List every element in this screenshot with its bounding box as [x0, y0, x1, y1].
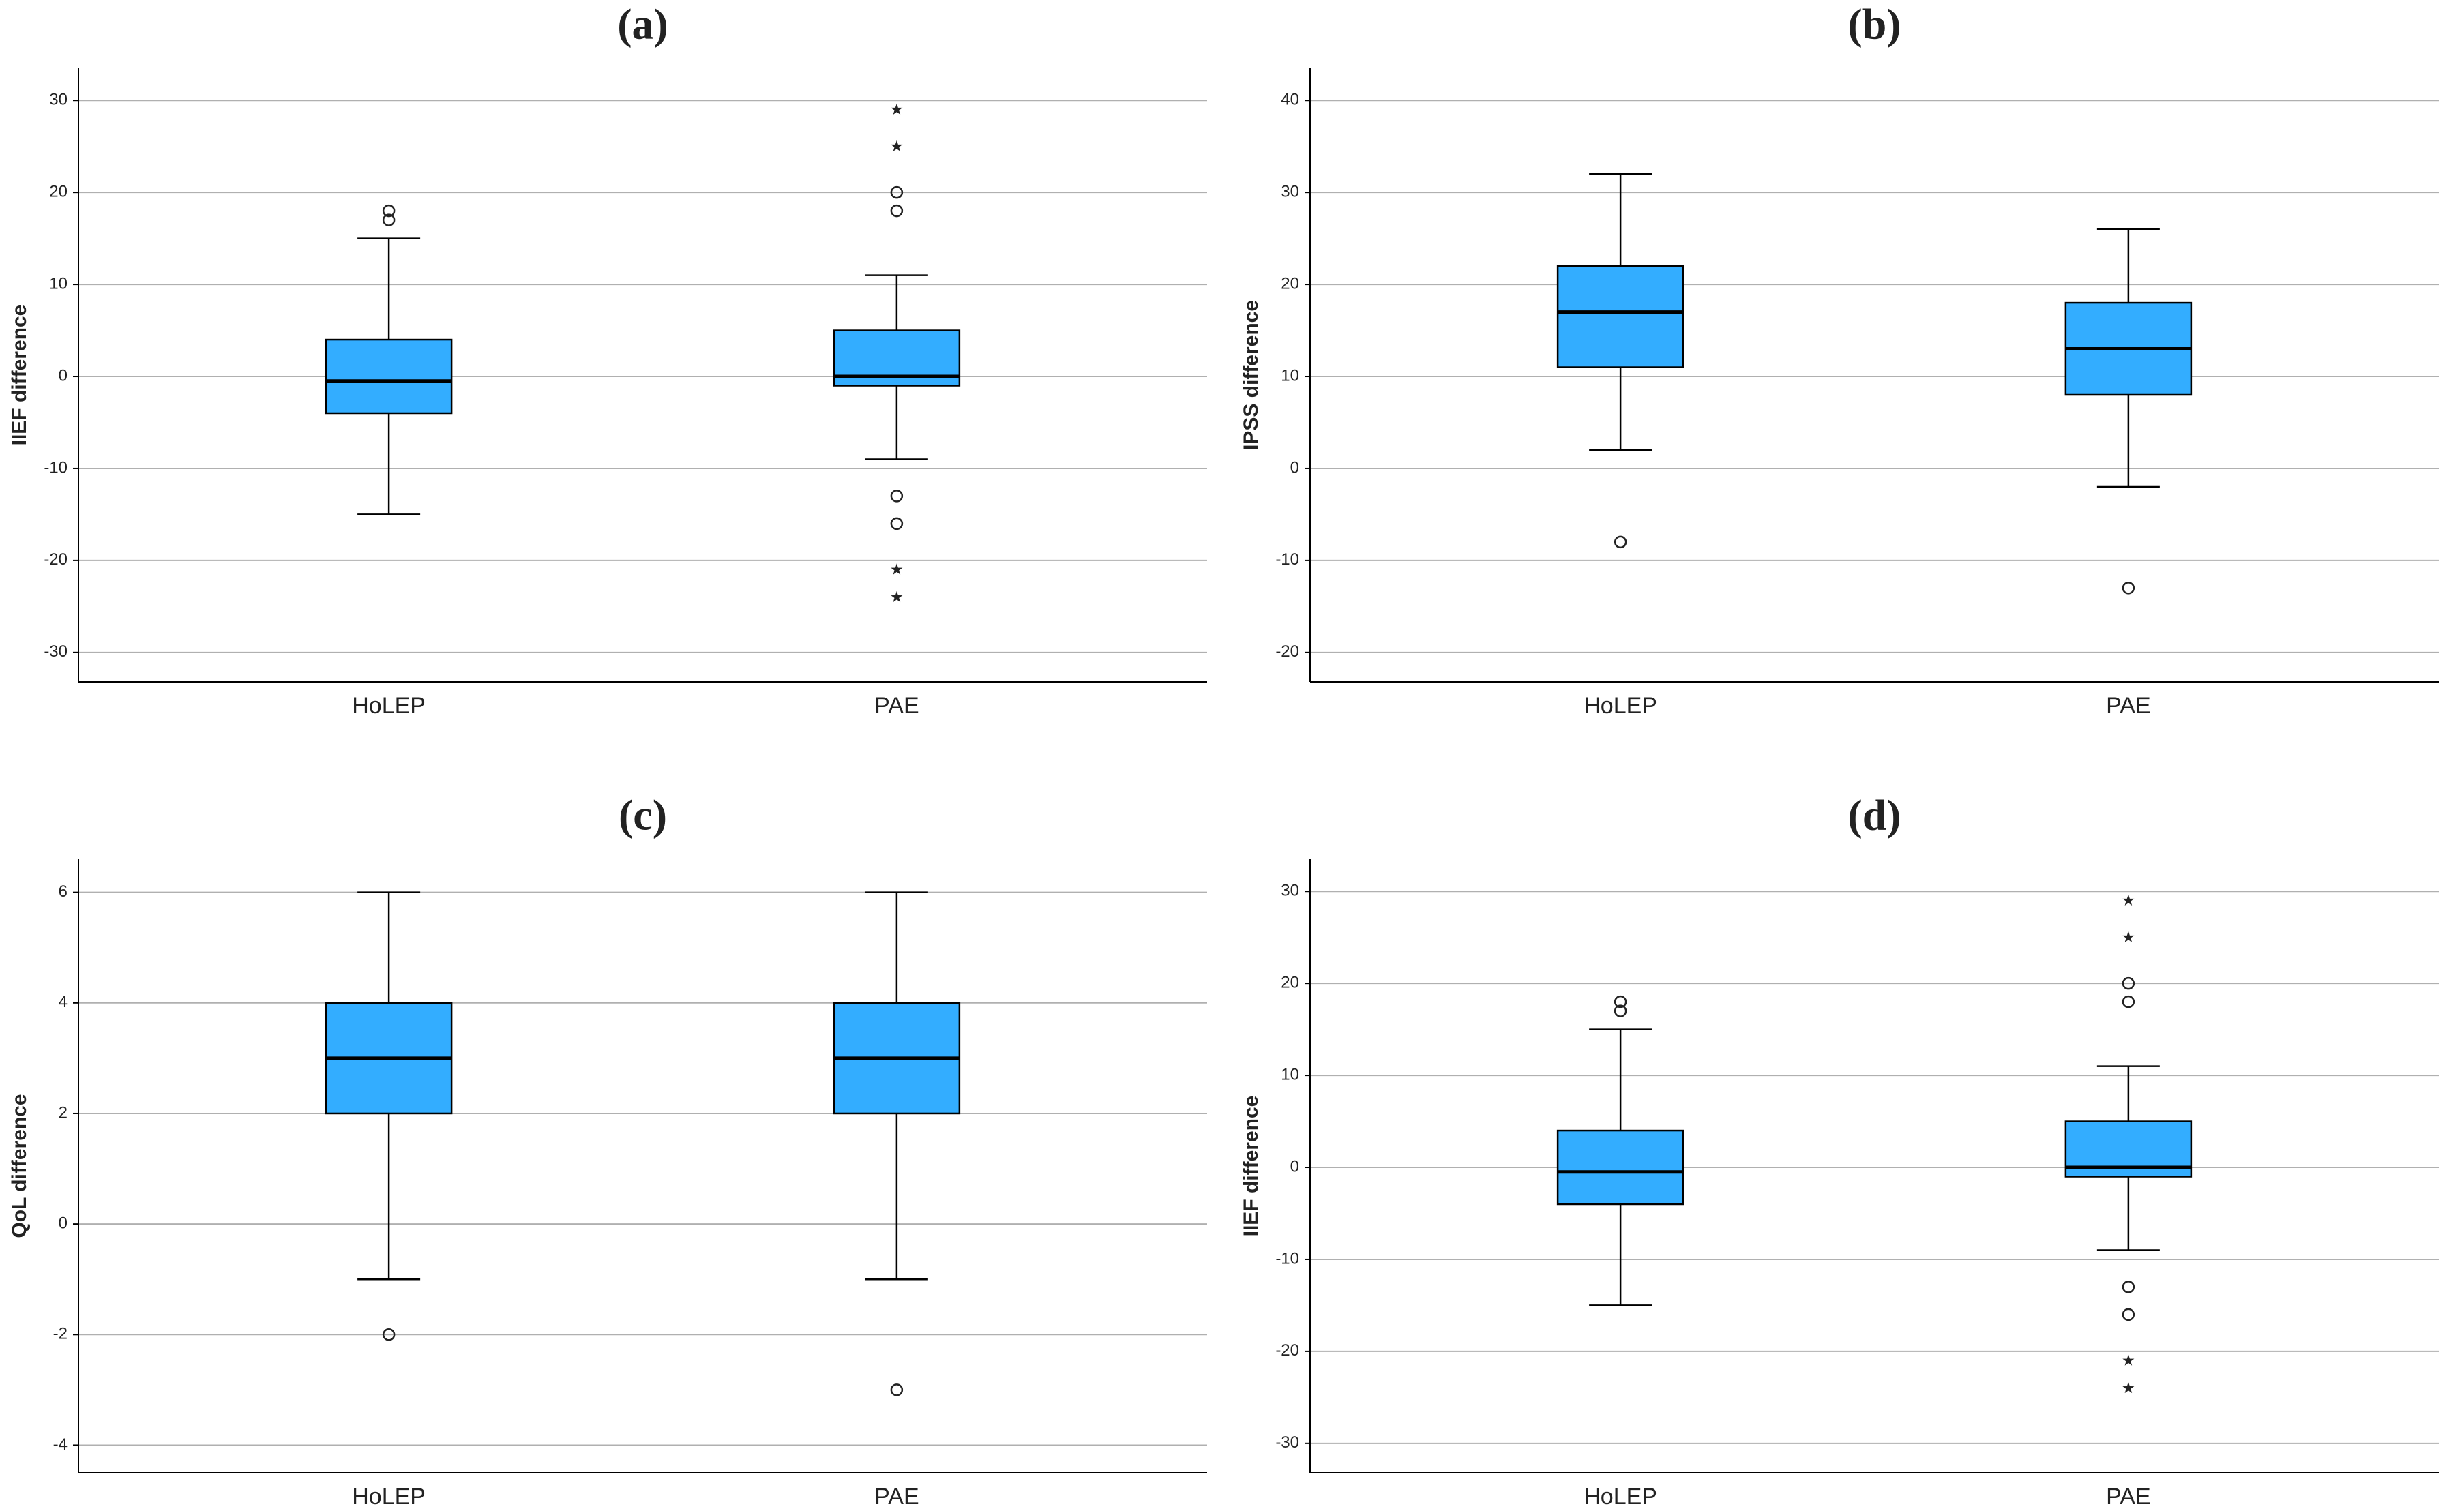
extreme-outlier [891, 563, 903, 575]
y-tick-label: 10 [1281, 366, 1299, 385]
y-tick-label: 30 [1281, 882, 1299, 900]
y-tick-label: -10 [1275, 550, 1299, 569]
outlier [382, 1328, 396, 1341]
y-tick-label: 10 [49, 274, 68, 293]
y-axis-label: QoL difference [8, 1094, 31, 1238]
outlier [1614, 535, 1627, 549]
extreme-outlier [891, 140, 903, 151]
outlier [890, 1383, 904, 1396]
y-tick-label: 0 [1290, 1157, 1299, 1176]
y-axis-label: IIEF difference [1240, 1096, 1262, 1237]
panel-title: (d) [1847, 791, 1901, 839]
outlier [1614, 995, 1627, 1008]
x-tick-label: PAE [874, 1484, 919, 1510]
outlier [382, 213, 396, 226]
y-tick-label: 4 [59, 993, 68, 1011]
y-tick-label: 20 [1281, 274, 1299, 293]
x-tick-label: HoLEP [1584, 693, 1657, 719]
outlier [890, 185, 904, 199]
panel-title: (b) [1847, 0, 1901, 48]
extreme-outlier [2122, 894, 2135, 906]
y-tick-label: -2 [53, 1325, 68, 1343]
outlier [382, 204, 396, 218]
y-tick-label: 40 [1281, 91, 1299, 109]
y-tick-label: 20 [1281, 974, 1299, 992]
outlier [2122, 1281, 2135, 1293]
y-tick-label: 30 [1281, 183, 1299, 201]
y-tick-label: -30 [1275, 1433, 1299, 1452]
box [325, 338, 453, 415]
x-tick-label: PAE [874, 693, 919, 719]
panel-title: (c) [619, 791, 667, 839]
y-tick-label: 20 [49, 183, 68, 201]
y-tick-label: -20 [1275, 642, 1299, 661]
outlier [890, 517, 904, 530]
outlier [1614, 1004, 1627, 1017]
y-tick-label: 0 [59, 366, 68, 385]
y-tick-label: -10 [44, 458, 68, 477]
y-tick-label: 6 [59, 882, 68, 901]
y-tick-label: -4 [53, 1435, 68, 1454]
panel-title: (a) [617, 0, 668, 48]
extreme-outlier [891, 590, 903, 603]
y-axis-label: IIEF difference [8, 305, 31, 446]
y-tick-label: -30 [44, 642, 68, 661]
extreme-outlier [2122, 931, 2135, 942]
box [1556, 1129, 1684, 1206]
outlier [2122, 995, 2135, 1008]
x-tick-label: HoLEP [1584, 1484, 1657, 1510]
x-tick-label: PAE [2106, 693, 2151, 719]
y-tick-label: -20 [1275, 1341, 1299, 1360]
box [1556, 265, 1684, 368]
y-axis-label: IPSS difference [1240, 300, 1262, 450]
x-tick-label: HoLEP [352, 1484, 426, 1510]
y-tick-label: 30 [49, 91, 68, 109]
extreme-outlier [2122, 1381, 2135, 1394]
x-tick-label: HoLEP [352, 693, 426, 719]
x-tick-label: PAE [2106, 1484, 2151, 1510]
y-tick-label: 0 [59, 1214, 68, 1232]
y-tick-label: 0 [1290, 458, 1299, 477]
outlier [2122, 976, 2135, 990]
outlier [2122, 1308, 2135, 1321]
y-tick-label: 2 [59, 1103, 68, 1122]
y-tick-label: -10 [1275, 1249, 1299, 1268]
y-tick-label: -20 [44, 550, 68, 569]
extreme-outlier [891, 103, 903, 115]
extreme-outlier [2122, 1354, 2135, 1366]
outlier [890, 204, 904, 218]
y-tick-label: 10 [1281, 1065, 1299, 1083]
outlier [2122, 582, 2135, 595]
outlier [890, 490, 904, 503]
